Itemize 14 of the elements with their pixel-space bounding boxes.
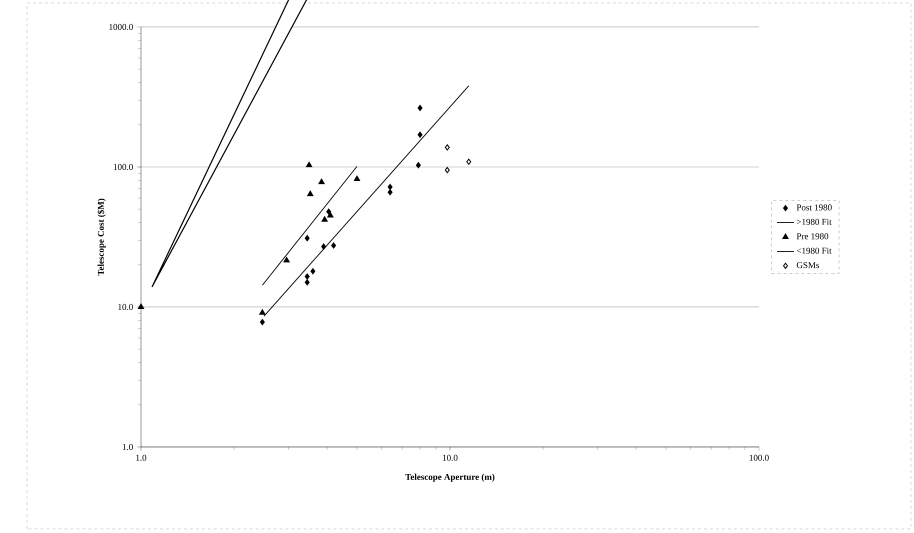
y-tick-label: 1.0 — [122, 444, 133, 450]
legend-label: Pre 1980 — [796, 233, 828, 240]
x-axis-title: Telescope Aperture (m) — [405, 474, 494, 482]
x-tick-label: 1.0 — [136, 454, 146, 461]
x-tick-label: 100.0 — [750, 454, 769, 461]
y-axis-title: Telescope Cost ($M) — [97, 198, 106, 276]
legend-label: <1980 Fit — [796, 248, 832, 254]
legend-label: GSMs — [796, 262, 820, 268]
legend-label: Post 1980 — [796, 204, 832, 210]
y-tick-label: 100.0 — [114, 164, 133, 170]
legend-label: >1980 Fit — [796, 218, 832, 225]
y-tick-label: 10.0 — [118, 304, 133, 310]
y-tick-label: 1000.0 — [109, 24, 133, 30]
x-tick-label: 10.0 — [442, 454, 458, 461]
